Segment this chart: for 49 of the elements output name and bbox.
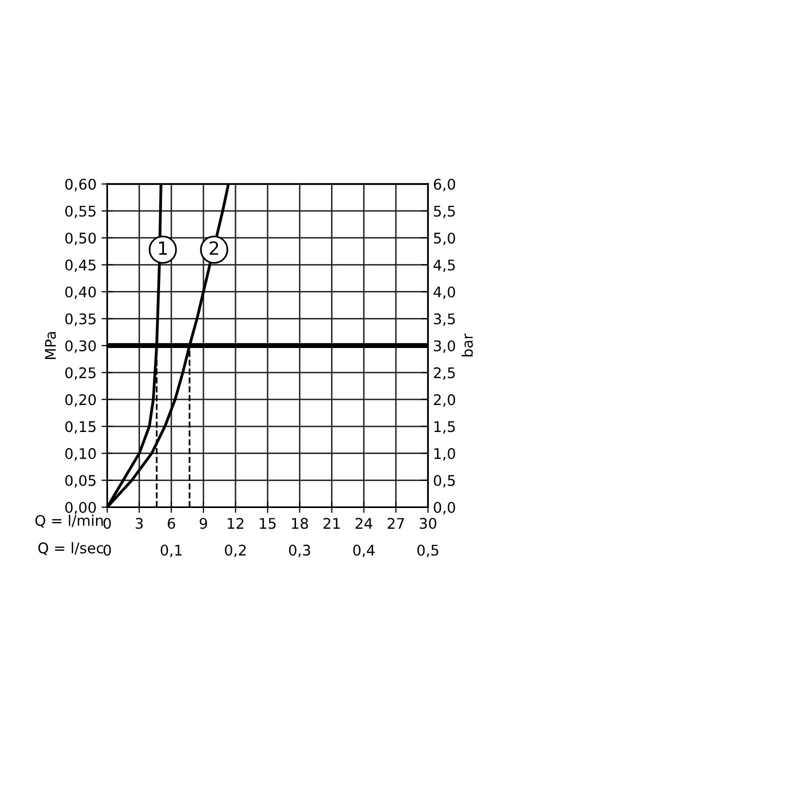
y-tick-label: 0,35 (65, 313, 96, 326)
x-tick-label: 6 (168, 518, 176, 529)
y2-tick-label: 4,5 (434, 260, 455, 272)
x-tick-label: 18 (292, 518, 308, 529)
x2-tick-label: 0 (104, 544, 111, 556)
x-tick-label: 3 (136, 518, 143, 529)
y2-tick-label: 2,5 (434, 367, 455, 380)
y2-tick-label: 2,0 (434, 394, 456, 407)
x2-tick-label: 0,2 (224, 544, 246, 558)
annotation: 1 (159, 242, 167, 255)
y2-axis-title: bar (462, 334, 473, 356)
x2-tick-label: 0,1 (160, 544, 182, 558)
y2-tick-label: 3,0 (434, 340, 456, 353)
x2-tick-label: 0,5 (417, 544, 438, 558)
y2-tick-label: 4,0 (434, 286, 456, 299)
y-tick-label: 0,50 (65, 232, 96, 246)
x-tick-label: 27 (388, 518, 404, 529)
y-tick-label: 0,05 (65, 474, 96, 488)
y2-tick-label: 1,0 (434, 448, 456, 461)
y-tick-label: 0,55 (65, 206, 96, 218)
y2-tick-label: 5,0 (434, 232, 456, 246)
x-axis-title: Q = l/min (35, 514, 103, 528)
y2-tick-label: 6,0 (434, 178, 456, 192)
y2-tick-label: 1,5 (434, 421, 455, 434)
x-tick-label: 9 (200, 518, 208, 529)
y-tick-label: 0,00 (65, 502, 96, 514)
y-axis-title: MPa (45, 332, 56, 359)
x2-axis-title: Q = l/sec (38, 542, 104, 556)
y-tick-label: 0,10 (65, 448, 96, 461)
y-tick-label: 0,20 (65, 394, 96, 407)
y2-tick-label: 0,0 (434, 502, 456, 514)
y-tick-label: 0,45 (65, 260, 96, 272)
x-tick-label: 30 (420, 518, 436, 529)
x-tick-label: 21 (324, 518, 340, 529)
y2-tick-label: 3,5 (434, 313, 455, 326)
x-tick-label: 0 (104, 518, 111, 529)
y2-tick-label: 0,5 (434, 474, 455, 488)
x2-tick-label: 0,4 (353, 544, 375, 558)
x-tick-label: 24 (356, 518, 372, 529)
y-tick-label: 0,25 (65, 367, 96, 380)
annotation: 2 (210, 241, 218, 255)
x2-tick-label: 0,3 (289, 544, 310, 558)
y2-tick-label: 5,5 (434, 206, 455, 218)
y-tick-label: 0,60 (65, 178, 96, 192)
x-tick-label: 12 (228, 518, 244, 529)
y-tick-label: 0,15 (65, 421, 96, 434)
y-tick-label: 0,30 (65, 340, 96, 353)
y-tick-label: 0,40 (65, 286, 96, 299)
x-tick-label: 15 (260, 518, 276, 529)
